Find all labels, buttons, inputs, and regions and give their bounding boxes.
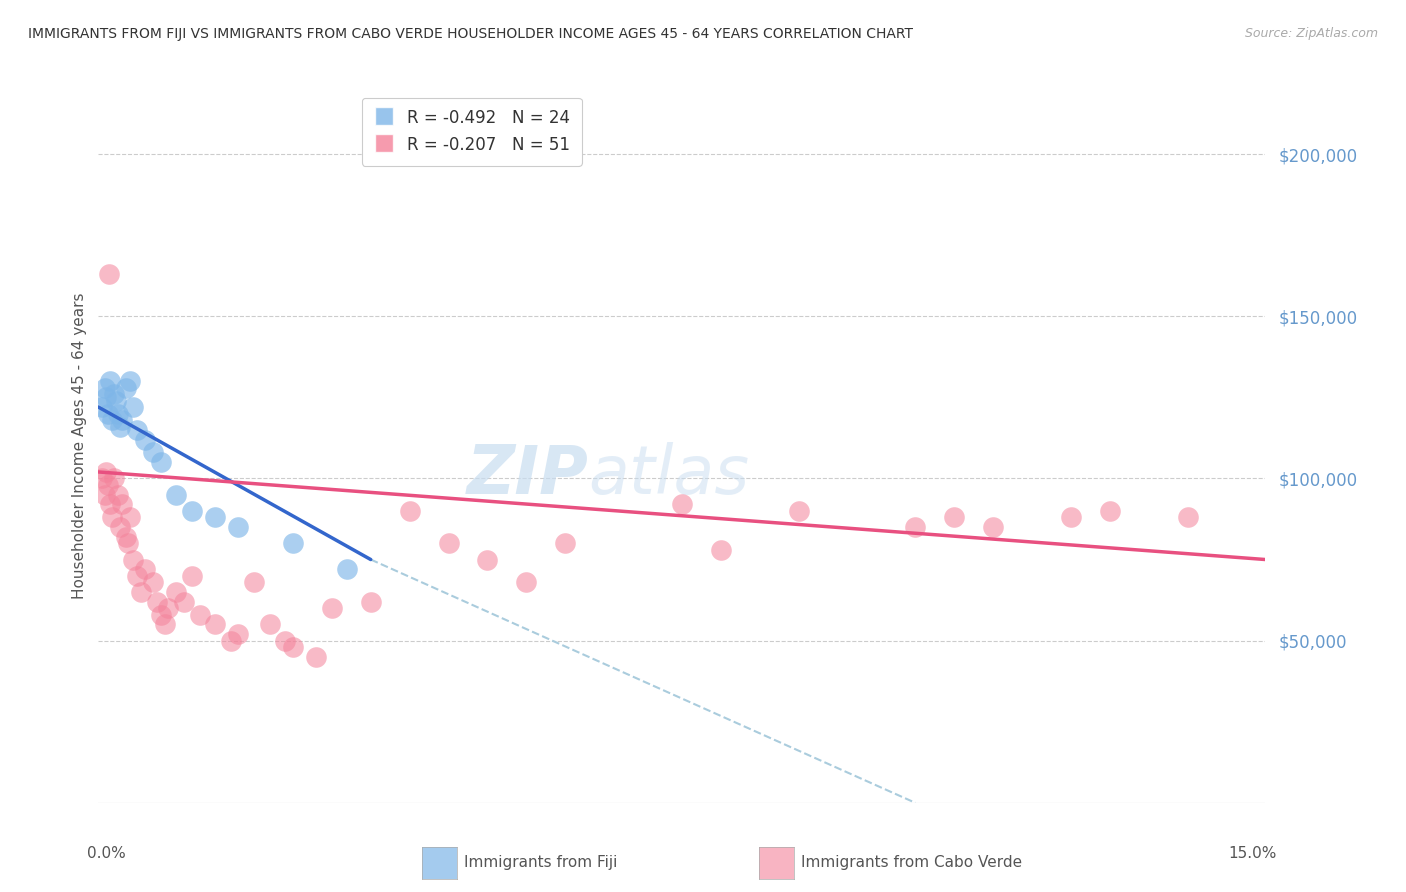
Point bbox=[127, 423, 149, 437]
Point bbox=[101, 413, 124, 427]
Point bbox=[180, 504, 202, 518]
Point bbox=[943, 510, 966, 524]
Text: atlas: atlas bbox=[589, 442, 749, 508]
Point bbox=[108, 520, 131, 534]
Point bbox=[1060, 510, 1083, 524]
Point bbox=[93, 381, 115, 395]
Text: Immigrants from Cabo Verde: Immigrants from Cabo Verde bbox=[801, 855, 1022, 870]
Point bbox=[103, 387, 125, 401]
Point bbox=[97, 267, 120, 281]
Legend: R = -0.492   N = 24, R = -0.207   N = 51: R = -0.492 N = 24, R = -0.207 N = 51 bbox=[361, 97, 582, 166]
Point bbox=[91, 471, 114, 485]
Point bbox=[153, 617, 176, 632]
Point bbox=[107, 488, 129, 502]
Point bbox=[477, 552, 499, 566]
Point bbox=[259, 617, 281, 632]
Point bbox=[515, 575, 537, 590]
Point bbox=[118, 374, 141, 388]
Point bbox=[93, 488, 115, 502]
Point bbox=[360, 595, 382, 609]
Point bbox=[204, 617, 226, 632]
Point bbox=[1177, 510, 1199, 524]
Point bbox=[107, 407, 129, 421]
Point bbox=[149, 455, 172, 469]
Point bbox=[149, 607, 172, 622]
Point bbox=[146, 595, 169, 609]
Point bbox=[981, 520, 1004, 534]
Text: 0.0%: 0.0% bbox=[87, 846, 125, 861]
Point bbox=[97, 478, 120, 492]
Point bbox=[101, 510, 124, 524]
Point bbox=[243, 575, 266, 590]
Y-axis label: Householder Income Ages 45 - 64 years: Householder Income Ages 45 - 64 years bbox=[72, 293, 87, 599]
Point bbox=[398, 504, 420, 518]
Point bbox=[129, 585, 152, 599]
Point bbox=[228, 627, 250, 641]
Point bbox=[111, 413, 134, 427]
Point bbox=[127, 568, 149, 582]
Point bbox=[1098, 504, 1121, 518]
Point bbox=[122, 400, 145, 414]
Point bbox=[111, 497, 134, 511]
Point bbox=[134, 433, 156, 447]
Point bbox=[98, 497, 121, 511]
Point bbox=[165, 488, 187, 502]
Point bbox=[321, 601, 343, 615]
Point bbox=[671, 497, 693, 511]
Point bbox=[157, 601, 180, 615]
Point bbox=[554, 536, 576, 550]
Point bbox=[134, 562, 156, 576]
Point bbox=[142, 445, 165, 459]
Point bbox=[91, 400, 114, 414]
Point bbox=[103, 471, 125, 485]
Point bbox=[180, 568, 202, 582]
Point bbox=[336, 562, 359, 576]
Point bbox=[281, 536, 304, 550]
Point bbox=[228, 520, 250, 534]
Text: 15.0%: 15.0% bbox=[1229, 846, 1277, 861]
Point bbox=[188, 607, 211, 622]
Point bbox=[904, 520, 927, 534]
Point bbox=[118, 510, 141, 524]
Point bbox=[98, 374, 121, 388]
Point bbox=[281, 640, 304, 654]
Point bbox=[114, 530, 136, 544]
Point bbox=[165, 585, 187, 599]
Point bbox=[274, 633, 297, 648]
Point bbox=[108, 419, 131, 434]
Point bbox=[142, 575, 165, 590]
Point bbox=[787, 504, 810, 518]
Point bbox=[114, 381, 136, 395]
Point bbox=[173, 595, 195, 609]
Point bbox=[122, 552, 145, 566]
Point bbox=[104, 393, 127, 408]
Point bbox=[710, 542, 733, 557]
Point bbox=[305, 649, 328, 664]
Point bbox=[96, 465, 118, 479]
Point bbox=[117, 536, 139, 550]
Point bbox=[437, 536, 460, 550]
Point bbox=[204, 510, 226, 524]
Text: Immigrants from Fiji: Immigrants from Fiji bbox=[464, 855, 617, 870]
Point bbox=[97, 407, 120, 421]
Text: IMMIGRANTS FROM FIJI VS IMMIGRANTS FROM CABO VERDE HOUSEHOLDER INCOME AGES 45 - : IMMIGRANTS FROM FIJI VS IMMIGRANTS FROM … bbox=[28, 27, 912, 41]
Text: ZIP: ZIP bbox=[467, 442, 589, 508]
Point bbox=[219, 633, 242, 648]
Text: Source: ZipAtlas.com: Source: ZipAtlas.com bbox=[1244, 27, 1378, 40]
Point bbox=[96, 390, 118, 404]
